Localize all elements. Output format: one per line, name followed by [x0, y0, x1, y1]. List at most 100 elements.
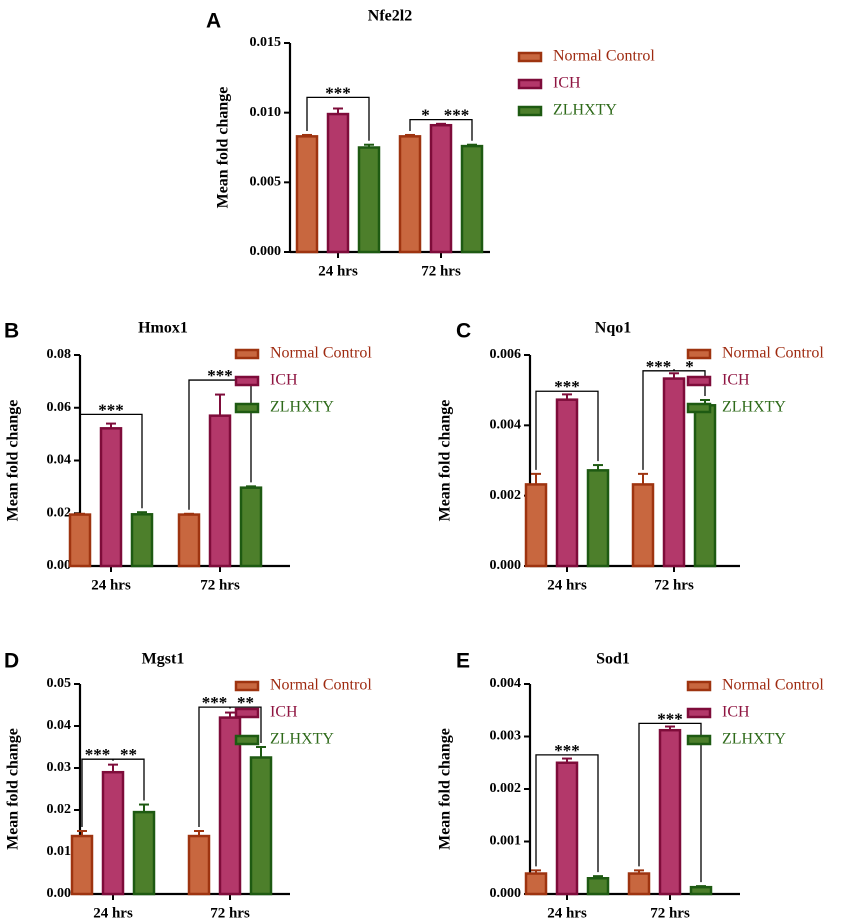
bar-zlhxty [586, 469, 610, 568]
bar-zlhxty [689, 885, 713, 896]
significance-bracket [188, 379, 252, 510]
x-tick-label: 72 hrs [650, 905, 690, 921]
bar-zlhxty [357, 146, 381, 254]
chart-title: Nqo1 [595, 320, 631, 337]
bar-ich [662, 377, 686, 568]
legend-label: Normal Control [270, 677, 372, 694]
panel-letter: D [4, 650, 19, 673]
significance-bracket [535, 754, 599, 873]
panel-letter: E [456, 650, 470, 673]
bar-normal [295, 135, 319, 254]
legend-swatch-ich [686, 375, 712, 387]
significance-label: * [421, 106, 430, 125]
significance-label: ** [237, 693, 254, 712]
bar-ich [101, 770, 125, 896]
legend-label: ICH [553, 75, 581, 92]
bar-zlhxty [130, 513, 154, 568]
y-tick-label: 0.015 [250, 35, 282, 50]
y-axis-label: Mean fold change [5, 728, 22, 850]
panel-letter: A [206, 10, 221, 33]
x-tick-label: 24 hrs [318, 263, 358, 279]
panel-letter: B [4, 320, 19, 343]
significance-bracket [535, 390, 599, 470]
y-tick-label: 0.02 [47, 802, 72, 817]
significance-label: * [685, 357, 694, 376]
panel-letter: C [456, 320, 471, 343]
y-tick-label: 0.00 [47, 886, 72, 901]
significance-label: *** [554, 377, 580, 396]
x-tick-label: 72 hrs [210, 905, 250, 921]
x-tick-label: 72 hrs [200, 577, 240, 593]
legend-swatch-normal [686, 680, 712, 692]
y-axis-label: Mean fold change [437, 400, 454, 522]
y-tick-label: 0.004 [490, 676, 522, 691]
legend-label: ICH [270, 704, 298, 721]
y-tick-label: 0.03 [47, 760, 72, 775]
bar-zlhxty [132, 810, 156, 896]
x-tick-label: 24 hrs [91, 577, 131, 593]
bar-normal [70, 834, 94, 896]
panel-d: D Mgst1 Mean fold change 0.00 0.01 0.02 0.03 0.… [4, 650, 372, 922]
y-tick-label: 0.002 [490, 488, 522, 503]
chart-title: Mgst1 [142, 651, 185, 668]
panel-b: B Hmox1 Mean fold change 0.00 0.02 0.04 0.06 0.… [4, 320, 372, 594]
x-tick-label: 24 hrs [547, 577, 587, 593]
y-tick-label: 0.004 [490, 418, 522, 433]
y-axis-label: Mean fold change [437, 728, 454, 850]
legend-swatch-ich [234, 375, 260, 387]
legend-label: ZLHXTY [722, 731, 786, 748]
legend-label: Normal Control [270, 345, 372, 362]
bar-ich [326, 112, 350, 254]
y-tick-label: 0.05 [47, 676, 72, 691]
y-tick-label: 0.000 [490, 886, 522, 901]
legend-swatch-zlhxty [234, 402, 260, 414]
significance-label: *** [202, 693, 228, 712]
y-axis-label: Mean fold change [5, 400, 22, 522]
bar-ich [429, 123, 453, 254]
bar-ich [208, 414, 232, 568]
bar-zlhxty [586, 877, 610, 896]
y-tick-label: 0.06 [47, 400, 72, 415]
legend-swatch-normal [234, 680, 260, 692]
legend-swatch-normal [234, 348, 260, 360]
legend-swatch-ich [234, 707, 260, 719]
panel-e: E Sod1 Mean fold change 0.000 0.001 0.002 0.00… [437, 650, 825, 922]
legend-label: ZLHXTY [553, 102, 617, 119]
bar-ich [555, 398, 579, 568]
panel-a: A Nfe2l2 Mean fold change 0.000 0.005 0.010 0.… [206, 8, 655, 280]
y-tick-label: 0.04 [47, 718, 72, 733]
y-tick-label: 0.02 [47, 505, 72, 520]
legend-swatch-zlhxty [686, 402, 712, 414]
bar-normal [631, 483, 655, 568]
legend-label: ICH [722, 704, 750, 721]
bar-ich [555, 761, 579, 896]
bar-normal [524, 483, 548, 568]
significance-label: *** [325, 83, 351, 102]
bar-normal [524, 872, 548, 896]
legend-swatch-zlhxty [234, 734, 260, 746]
x-tick-label: 72 hrs [654, 577, 694, 593]
bar-zlhxty [239, 486, 263, 568]
legend-label: Normal Control [553, 48, 655, 65]
bar-zlhxty [693, 404, 717, 568]
legend-swatch-ich [686, 707, 712, 719]
y-tick-label: 0.003 [490, 729, 522, 744]
y-tick-label: 0.006 [490, 347, 522, 362]
bar-normal [177, 513, 201, 568]
legend-label: ZLHXTY [722, 399, 786, 416]
y-axis-label: Mean fold change [215, 87, 232, 209]
legend-label: Normal Control [722, 677, 824, 694]
significance-label: *** [554, 741, 580, 760]
y-tick-label: 0.010 [250, 105, 282, 120]
bar-normal [627, 872, 651, 896]
bar-zlhxty [460, 144, 484, 254]
y-tick-label: 0.005 [250, 175, 282, 190]
legend-label: ZLHXTY [270, 399, 334, 416]
y-tick-label: 0.000 [490, 558, 522, 573]
bar-zlhxty [249, 756, 273, 896]
significance-label: ** [120, 745, 137, 764]
significance-label: *** [444, 106, 470, 125]
legend-swatch-zlhxty [686, 734, 712, 746]
bar-normal [187, 834, 211, 896]
